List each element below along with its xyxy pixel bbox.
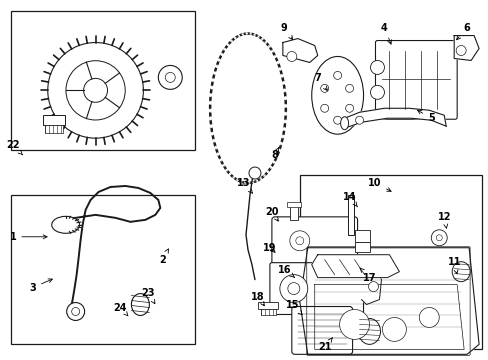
Bar [42, 115, 64, 125]
FancyBboxPatch shape [291, 306, 352, 354]
Circle shape [382, 318, 406, 341]
Circle shape [370, 60, 384, 75]
Circle shape [66, 302, 84, 320]
Bar [354, 242, 369, 252]
Bar [299, 175, 481, 349]
Text: 6: 6 [456, 23, 469, 40]
Circle shape [165, 72, 175, 82]
Circle shape [48, 42, 143, 138]
Circle shape [158, 66, 182, 89]
Text: 7: 7 [314, 73, 326, 90]
Bar [258, 302, 277, 310]
Text: 11: 11 [447, 257, 460, 274]
Circle shape [430, 230, 447, 246]
Bar [289, 206, 297, 220]
Text: 17: 17 [359, 268, 375, 283]
Text: 10: 10 [367, 178, 390, 191]
Text: 5: 5 [417, 110, 434, 123]
Bar [354, 230, 369, 242]
Circle shape [83, 78, 107, 102]
Circle shape [345, 104, 353, 112]
Text: 24: 24 [114, 302, 127, 316]
FancyBboxPatch shape [269, 263, 363, 315]
Text: 2: 2 [159, 249, 168, 265]
Circle shape [287, 283, 299, 294]
Text: 23: 23 [142, 288, 155, 304]
Circle shape [72, 307, 80, 315]
Circle shape [345, 84, 353, 92]
Circle shape [435, 235, 441, 241]
Circle shape [295, 237, 303, 245]
Circle shape [333, 116, 341, 124]
Bar [286, 202, 300, 207]
Text: 18: 18 [251, 292, 264, 306]
Circle shape [368, 282, 378, 292]
Ellipse shape [451, 262, 469, 282]
Text: 9: 9 [280, 23, 292, 40]
Text: 8: 8 [271, 147, 278, 160]
Text: 14: 14 [342, 192, 357, 207]
Polygon shape [282, 39, 317, 62]
Text: 21: 21 [317, 337, 332, 352]
Circle shape [419, 307, 438, 328]
Circle shape [339, 310, 369, 339]
Text: 12: 12 [437, 212, 450, 228]
Text: 20: 20 [264, 207, 278, 221]
Circle shape [286, 51, 296, 62]
Polygon shape [299, 248, 478, 354]
FancyBboxPatch shape [271, 217, 357, 265]
Text: 4: 4 [380, 23, 390, 44]
Circle shape [66, 61, 125, 120]
Bar [347, 195, 353, 235]
Bar [261, 310, 275, 315]
Text: 3: 3 [29, 279, 52, 293]
Ellipse shape [358, 319, 380, 345]
Bar [11, 11, 195, 150]
Circle shape [289, 231, 309, 251]
Ellipse shape [340, 117, 348, 130]
Polygon shape [361, 270, 381, 305]
Circle shape [355, 116, 363, 124]
Bar [45, 125, 62, 133]
Text: 1: 1 [9, 232, 47, 242]
Text: 13: 13 [237, 178, 252, 193]
Text: 16: 16 [278, 265, 294, 277]
Circle shape [279, 275, 307, 302]
Circle shape [455, 45, 465, 55]
Polygon shape [344, 108, 446, 128]
Bar [11, 195, 195, 345]
Circle shape [248, 167, 261, 179]
Ellipse shape [52, 216, 80, 233]
Ellipse shape [311, 57, 363, 134]
Text: 19: 19 [263, 243, 276, 253]
Circle shape [370, 85, 384, 99]
Text: 22: 22 [6, 140, 22, 155]
Circle shape [333, 71, 341, 80]
FancyBboxPatch shape [375, 41, 456, 119]
Text: 15: 15 [285, 300, 302, 315]
Circle shape [320, 84, 328, 92]
Polygon shape [311, 255, 399, 278]
Polygon shape [453, 36, 478, 60]
Ellipse shape [131, 293, 149, 315]
Circle shape [320, 104, 328, 112]
